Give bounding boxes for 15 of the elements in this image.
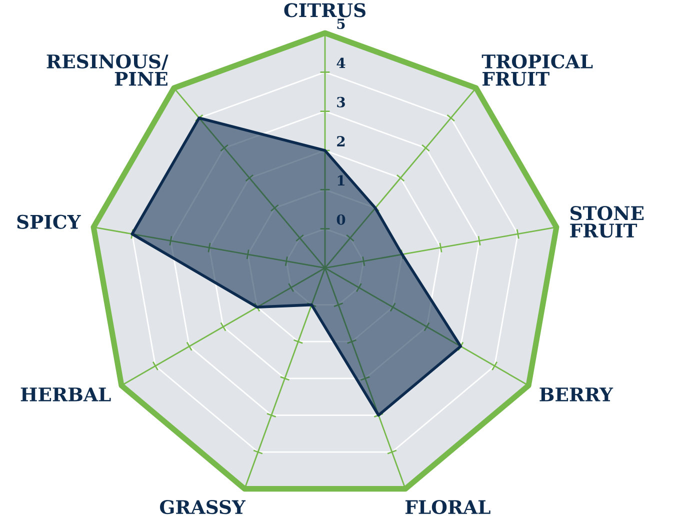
spoke-label: TROPICAL FRUIT xyxy=(482,54,593,86)
y-tick-label: 4 xyxy=(336,58,346,68)
y-tick-label: 3 xyxy=(337,96,345,108)
y-tick-label: 2 xyxy=(337,136,345,146)
y-tick-label: 5 xyxy=(337,18,345,30)
y-tick-label: 0 xyxy=(336,214,346,225)
spoke-label: HERBAL xyxy=(20,388,111,402)
spoke-label: SPICY xyxy=(17,214,81,229)
spoke-label: FLORAL xyxy=(405,500,490,514)
spoke-label: RESINOUS/ PINE xyxy=(46,54,168,86)
spoke-label: CITRUS xyxy=(284,3,366,18)
spoke-label: BERRY xyxy=(540,388,614,402)
spoke-label: GRASSY xyxy=(160,500,246,514)
y-tick-label: 1 xyxy=(338,175,344,186)
spoke-label: STONE FRUIT xyxy=(570,206,644,238)
